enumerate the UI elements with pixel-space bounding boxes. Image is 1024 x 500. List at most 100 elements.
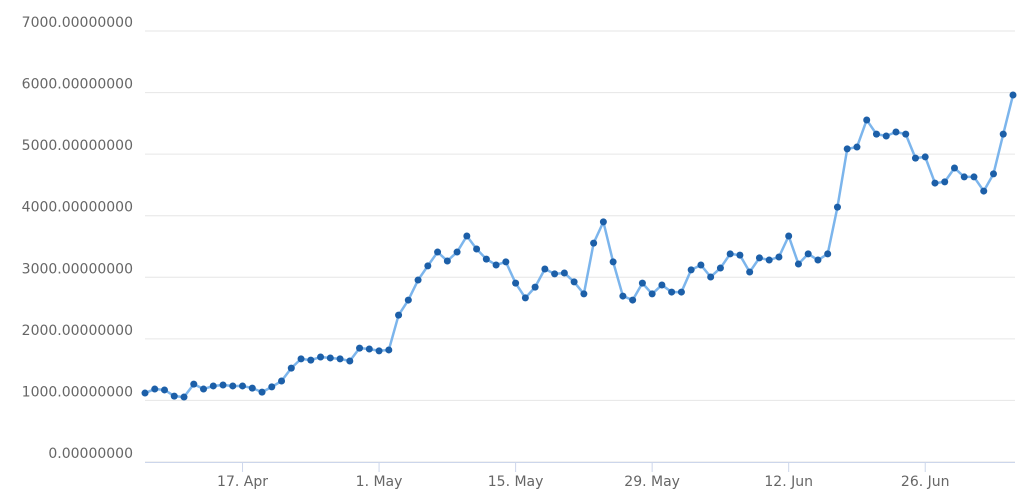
marker [209,382,217,390]
x-tick-label: 17. Apr [217,474,268,490]
marker [707,273,715,281]
marker [258,388,266,396]
y-tick-label: 0.00000000 [48,446,133,462]
marker [580,290,588,298]
marker [346,357,354,365]
x-tick-label: 29. May [624,474,680,490]
marker [492,261,500,269]
marker [141,389,149,397]
marker [833,203,841,211]
marker [736,251,744,259]
marker [560,269,568,277]
marker [365,345,373,353]
marker [326,354,334,362]
marker [502,258,510,266]
marker [970,173,978,181]
marker [911,154,919,162]
marker [151,385,159,393]
marker [385,346,393,354]
marker [590,239,598,247]
marker [404,296,412,304]
marker [180,393,188,401]
marker [307,356,315,364]
line [144,94,1015,399]
marker [941,178,949,186]
marker [863,116,871,124]
y-tick-label: 7000.00000000 [22,15,133,31]
marker [960,173,968,181]
marker [356,344,364,352]
marker [287,364,295,372]
marker [443,257,451,265]
x-tick-label: 26. Jun [901,474,950,490]
marker [648,290,656,298]
marker [687,266,695,274]
marker [892,128,900,136]
marker [716,264,724,272]
marker [853,143,861,151]
marker [794,260,802,268]
marker [785,232,793,240]
marker [453,248,461,256]
marker [814,256,822,264]
marker [950,164,958,172]
marker [1009,91,1017,99]
x-tick-label: 1. May [356,474,403,490]
marker [161,386,169,394]
marker [297,355,305,363]
marker [336,355,344,363]
marker [902,130,910,138]
y-tick-label: 2000.00000000 [22,323,133,339]
marker [375,347,383,355]
y-tick-label: 1000.00000000 [22,384,133,400]
marker [190,380,198,388]
marker [746,268,754,276]
marker [424,262,432,270]
marker [512,279,520,287]
marker [551,270,559,278]
marker [414,276,422,284]
marker [658,281,666,289]
marker [629,296,637,304]
marker [463,232,471,240]
marker [229,382,237,390]
marker [395,311,403,319]
marker [541,265,549,273]
y-tick-label: 3000.00000000 [22,261,133,277]
marker [248,384,256,392]
marker [219,381,227,389]
marker [931,179,939,187]
y-tick-label: 6000.00000000 [22,77,133,93]
marker [638,279,646,287]
marker [697,261,705,269]
marker [726,250,734,258]
y-tick-label: 5000.00000000 [22,138,133,154]
y-tick-label: 4000.00000000 [22,200,133,216]
marker [278,377,286,385]
marker [882,132,890,140]
marker [755,254,763,262]
marker [170,392,178,400]
marker [239,382,247,390]
marker [317,353,325,361]
marker [200,385,208,393]
marker [824,250,832,258]
marker [765,256,773,264]
marker [531,283,539,291]
marker [482,255,490,263]
marker [609,258,617,266]
marker [268,383,276,391]
marker [599,218,607,226]
marker [989,170,997,178]
marker [872,130,880,138]
marker [804,250,812,258]
marker [677,288,685,296]
marker [775,253,783,261]
marker [619,292,627,300]
marker [980,187,988,195]
marker [999,130,1007,138]
x-tick-label: 12. Jun [764,474,813,490]
marker [921,153,929,161]
marker [843,145,851,153]
